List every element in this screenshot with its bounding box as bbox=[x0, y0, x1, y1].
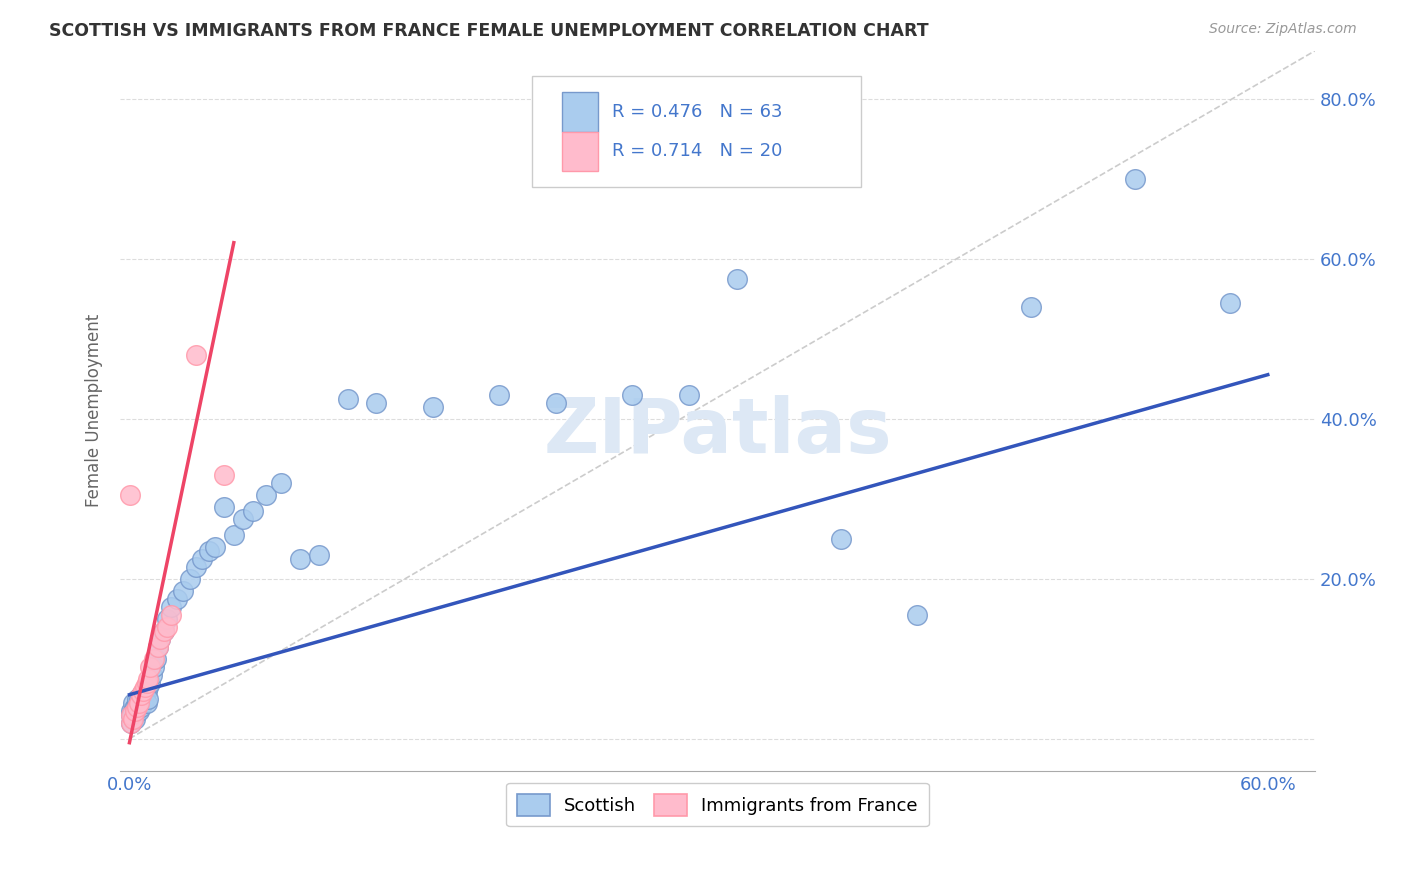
Text: SCOTTISH VS IMMIGRANTS FROM FRANCE FEMALE UNEMPLOYMENT CORRELATION CHART: SCOTTISH VS IMMIGRANTS FROM FRANCE FEMAL… bbox=[49, 22, 929, 40]
Point bbox=[621, 387, 644, 401]
Point bbox=[1123, 171, 1146, 186]
Point bbox=[120, 715, 142, 730]
Point bbox=[122, 712, 145, 726]
Point bbox=[270, 475, 292, 490]
Point bbox=[141, 667, 163, 681]
Point bbox=[125, 691, 148, 706]
Point bbox=[124, 704, 146, 718]
Point bbox=[184, 348, 207, 362]
Point bbox=[132, 696, 155, 710]
Point bbox=[905, 607, 928, 622]
FancyBboxPatch shape bbox=[562, 132, 598, 171]
Point bbox=[149, 632, 172, 646]
Point bbox=[678, 387, 700, 401]
Point bbox=[134, 683, 156, 698]
FancyBboxPatch shape bbox=[562, 92, 598, 132]
Point bbox=[152, 624, 174, 638]
Point bbox=[232, 511, 254, 525]
Point bbox=[128, 691, 150, 706]
Point bbox=[1219, 295, 1241, 310]
Point bbox=[725, 271, 748, 285]
Point bbox=[122, 704, 145, 718]
Point bbox=[128, 696, 150, 710]
Text: ZIPatlas: ZIPatlas bbox=[543, 395, 891, 469]
Point bbox=[146, 640, 169, 654]
Point bbox=[143, 651, 166, 665]
Point bbox=[120, 488, 142, 502]
Y-axis label: Female Unemployment: Female Unemployment bbox=[86, 314, 103, 508]
Point bbox=[184, 559, 207, 574]
Point bbox=[242, 504, 264, 518]
Point bbox=[124, 707, 146, 722]
Point bbox=[488, 387, 510, 401]
Point bbox=[254, 488, 277, 502]
Point bbox=[134, 691, 156, 706]
Point bbox=[132, 688, 155, 702]
FancyBboxPatch shape bbox=[533, 76, 860, 187]
Point bbox=[128, 699, 150, 714]
Point bbox=[214, 467, 236, 482]
Point bbox=[120, 707, 142, 722]
Point bbox=[145, 651, 167, 665]
Point bbox=[125, 699, 148, 714]
Point bbox=[160, 607, 183, 622]
Point bbox=[120, 707, 142, 722]
Point bbox=[132, 683, 155, 698]
Text: Source: ZipAtlas.com: Source: ZipAtlas.com bbox=[1209, 22, 1357, 37]
Point bbox=[124, 712, 146, 726]
Point bbox=[124, 699, 146, 714]
Point bbox=[204, 540, 226, 554]
Point bbox=[122, 712, 145, 726]
Point bbox=[129, 688, 152, 702]
Point bbox=[336, 392, 359, 406]
Point bbox=[308, 548, 330, 562]
Point bbox=[135, 675, 157, 690]
Point bbox=[129, 699, 152, 714]
Point bbox=[143, 659, 166, 673]
Point bbox=[152, 624, 174, 638]
Text: R = 0.476   N = 63: R = 0.476 N = 63 bbox=[613, 103, 783, 121]
Point bbox=[364, 395, 387, 409]
Point bbox=[120, 715, 142, 730]
Point bbox=[214, 500, 236, 514]
Point bbox=[128, 704, 150, 718]
Point bbox=[125, 696, 148, 710]
Point bbox=[139, 675, 162, 690]
Text: R = 0.714   N = 20: R = 0.714 N = 20 bbox=[613, 143, 783, 161]
Point bbox=[172, 583, 194, 598]
Point bbox=[546, 395, 568, 409]
Point bbox=[139, 659, 162, 673]
Point bbox=[134, 680, 156, 694]
Point bbox=[120, 704, 142, 718]
Point bbox=[138, 691, 160, 706]
Point bbox=[222, 527, 245, 541]
Point bbox=[124, 699, 146, 714]
Point bbox=[166, 591, 188, 606]
Point bbox=[179, 572, 201, 586]
Point bbox=[290, 551, 312, 566]
Point bbox=[830, 532, 852, 546]
Point bbox=[156, 620, 179, 634]
Point bbox=[135, 683, 157, 698]
Point bbox=[122, 696, 145, 710]
Point bbox=[125, 704, 148, 718]
Point bbox=[160, 599, 183, 614]
Point bbox=[198, 543, 221, 558]
Point bbox=[135, 696, 157, 710]
Point bbox=[156, 612, 179, 626]
Point bbox=[138, 680, 160, 694]
Point bbox=[190, 551, 212, 566]
Point bbox=[149, 632, 172, 646]
Legend: Scottish, Immigrants from France: Scottish, Immigrants from France bbox=[506, 783, 929, 827]
Point bbox=[129, 688, 152, 702]
Point bbox=[138, 672, 160, 686]
Point bbox=[1019, 300, 1042, 314]
Point bbox=[422, 400, 444, 414]
Point bbox=[146, 640, 169, 654]
